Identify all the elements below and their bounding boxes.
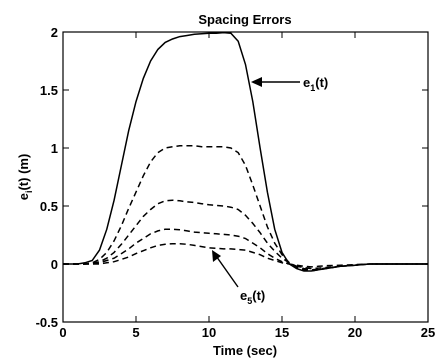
annotation-e5-base: e [240, 288, 247, 303]
y-tick-label: 2 [51, 25, 58, 40]
x-axis-label: Time (sec) [213, 343, 277, 358]
annotation-e1-subscript: 1 [310, 83, 315, 93]
x-tick-label: 5 [132, 325, 139, 340]
tick-label-layer: 0 5 10 15 20 25-0.500.511.52 [36, 25, 436, 340]
annotation-e1: e1(t) [251, 75, 328, 93]
series-line-2 [63, 144, 428, 272]
plot-frame [62, 31, 429, 323]
chart-title: Spacing Errors [198, 12, 291, 27]
x-tick-label: 0 [59, 325, 66, 340]
x-tick-label: 15 [275, 325, 289, 340]
annotation-e5-rest: (t) [252, 288, 265, 303]
annotation-arrowhead-e5 [212, 250, 221, 262]
series-line-4 [63, 228, 428, 270]
series-line-1 [63, 31, 428, 272]
y-axis-label: ei(t) (m) [16, 154, 34, 201]
series-line-3 [63, 199, 428, 271]
annotation-e1-base: e [303, 75, 310, 90]
y-tick-label: -0.5 [36, 315, 58, 330]
y-tick-label: 1.5 [40, 83, 58, 98]
annotation-arrow-e5 [213, 252, 239, 288]
y-tick-label: 0.5 [40, 199, 58, 214]
series-line-5 [63, 242, 428, 268]
y-tick-label: 1 [51, 141, 58, 156]
annotation-e5-subscript: 5 [247, 296, 252, 306]
x-tick-label: 10 [202, 325, 216, 340]
y-axis-label-rest: (t) (m) [16, 154, 31, 191]
y-axis-label-subscript: i [24, 191, 34, 194]
y-tick-label: 0 [51, 257, 58, 272]
svg-text:e1(t): e1(t) [303, 75, 328, 93]
x-tick-label: 20 [348, 325, 362, 340]
tick-layer [62, 31, 429, 323]
y-axis-label-base: e [16, 193, 31, 200]
annotation-e1-rest: (t) [315, 75, 328, 90]
annotation-arrowhead-e1 [251, 77, 262, 87]
svg-text:ei(t) (m): ei(t) (m) [16, 154, 34, 201]
annotation-e5: e5(t) [212, 250, 265, 306]
x-tick-label: 25 [421, 325, 435, 340]
series-layer [63, 31, 428, 272]
svg-text:e5(t): e5(t) [240, 288, 265, 306]
